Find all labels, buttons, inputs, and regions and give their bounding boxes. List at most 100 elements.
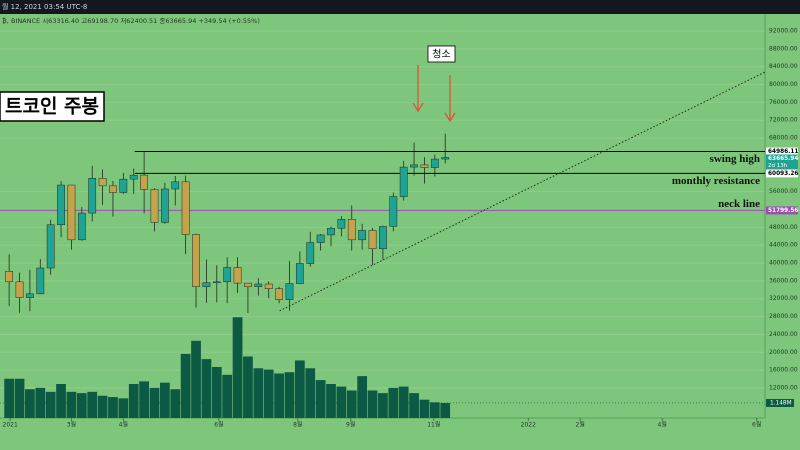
candle-body	[160, 188, 169, 223]
candle-body	[244, 282, 252, 287]
level-price: 64986.11	[768, 149, 798, 155]
candle-body	[327, 227, 335, 236]
volume-bar	[211, 366, 222, 418]
candle-body	[67, 184, 76, 241]
volume-bar	[76, 393, 87, 418]
y-tick-label: 20000.00	[769, 349, 798, 356]
volume-bar	[66, 391, 77, 418]
title: 트코인 주봉	[5, 96, 99, 118]
x-tick-label: 2022	[521, 422, 536, 429]
volume-bar	[440, 402, 451, 418]
candle-body	[46, 224, 55, 269]
volume-bar	[180, 353, 191, 418]
volume-bar	[336, 386, 347, 418]
volume-bar	[378, 393, 388, 418]
candle-body	[26, 293, 34, 298]
level-price: 60093.26	[768, 171, 798, 177]
candle-body	[212, 281, 221, 284]
candle-body	[379, 226, 387, 250]
candle-body	[77, 212, 86, 241]
candle-body	[5, 271, 14, 283]
x-tick-label: 4월	[119, 421, 128, 429]
candle-body	[109, 185, 117, 193]
trend-line	[279, 71, 766, 312]
volume-bar	[253, 368, 264, 418]
candle-body	[171, 181, 180, 190]
candle-body	[295, 263, 304, 284]
y-tick-label: 80000.00	[769, 81, 798, 88]
top-bar	[0, 0, 800, 14]
volume-bar	[159, 382, 170, 418]
candle-body	[285, 283, 294, 300]
candle-body	[98, 178, 107, 187]
level-price-bg	[766, 147, 798, 156]
candle-body	[389, 196, 398, 227]
y-tick-label: 92000.00	[769, 27, 798, 34]
y-tick-label: 16000.00	[769, 367, 798, 374]
x-tick-label: 4월	[658, 421, 667, 429]
candle-body	[347, 219, 356, 241]
candle-body	[264, 283, 273, 289]
candle-body	[88, 178, 97, 214]
candle-body	[410, 164, 418, 168]
ohlc-legend: ₿, BINANCE 시63316.40 고69198.70 저62400.51…	[2, 16, 260, 25]
x-tick-label: 9월	[346, 421, 355, 429]
y-tick-label: 72000.00	[769, 117, 798, 124]
candle-body	[441, 157, 450, 160]
level-price-bg	[766, 206, 798, 215]
volume-bar	[45, 391, 56, 418]
candle-body	[129, 174, 138, 180]
candle-body	[57, 184, 65, 226]
x-tick-label: 11월	[427, 421, 440, 429]
y-tick-label: 76000.00	[769, 99, 798, 106]
candle-body	[306, 242, 315, 264]
date-time: 월 12, 2021 03:54 UTC-8	[2, 2, 87, 11]
volume-bar	[419, 399, 430, 418]
y-tick-label: 32000.00	[769, 295, 798, 302]
volume-bar	[263, 369, 274, 418]
volume-bar	[294, 360, 305, 418]
y-tick-label: 24000.00	[769, 331, 798, 338]
level-price-bg	[766, 169, 798, 178]
y-tick-label: 68000.00	[769, 135, 798, 142]
arrows	[412, 65, 456, 123]
volume-bar	[118, 398, 129, 418]
current-price-bg	[766, 154, 798, 170]
candle-body	[275, 288, 283, 300]
annotation-box	[427, 45, 456, 63]
candle-body	[202, 282, 211, 287]
candle-body	[430, 158, 439, 168]
y-tick-label: 40000.00	[769, 260, 798, 267]
candle-body	[399, 166, 408, 197]
candle-body	[233, 267, 242, 284]
x-tick-label: 6월	[752, 421, 761, 429]
volume-bar	[326, 383, 336, 418]
level-name: neck line	[718, 198, 760, 210]
y-tick-label: 12000.00	[769, 384, 798, 391]
volume-bar	[4, 378, 15, 418]
candle-body	[192, 234, 200, 287]
volume-bar	[14, 378, 25, 418]
volume-last-bg	[766, 398, 794, 407]
volume-bar	[201, 359, 212, 418]
candle-body	[337, 219, 346, 229]
volume-bar	[149, 387, 160, 418]
x-tick-label: 8월	[293, 421, 302, 429]
volume-bar	[25, 389, 35, 418]
candle-body	[420, 164, 429, 168]
candle-body	[181, 181, 190, 235]
volume-bar	[274, 373, 284, 418]
candle-body	[150, 189, 159, 223]
y-tick-label: 84000.00	[769, 63, 798, 70]
y-tick-label: 88000.00	[769, 45, 798, 52]
volume-bar	[232, 317, 243, 418]
y-tick-label: 44000.00	[769, 242, 798, 249]
candle-body	[140, 174, 148, 190]
volume-bar	[305, 368, 316, 418]
volume-bar	[128, 383, 139, 418]
volume-bar	[97, 395, 108, 418]
volume-bar	[87, 391, 98, 418]
volume-bar	[357, 376, 368, 418]
volume-bar	[346, 390, 357, 418]
